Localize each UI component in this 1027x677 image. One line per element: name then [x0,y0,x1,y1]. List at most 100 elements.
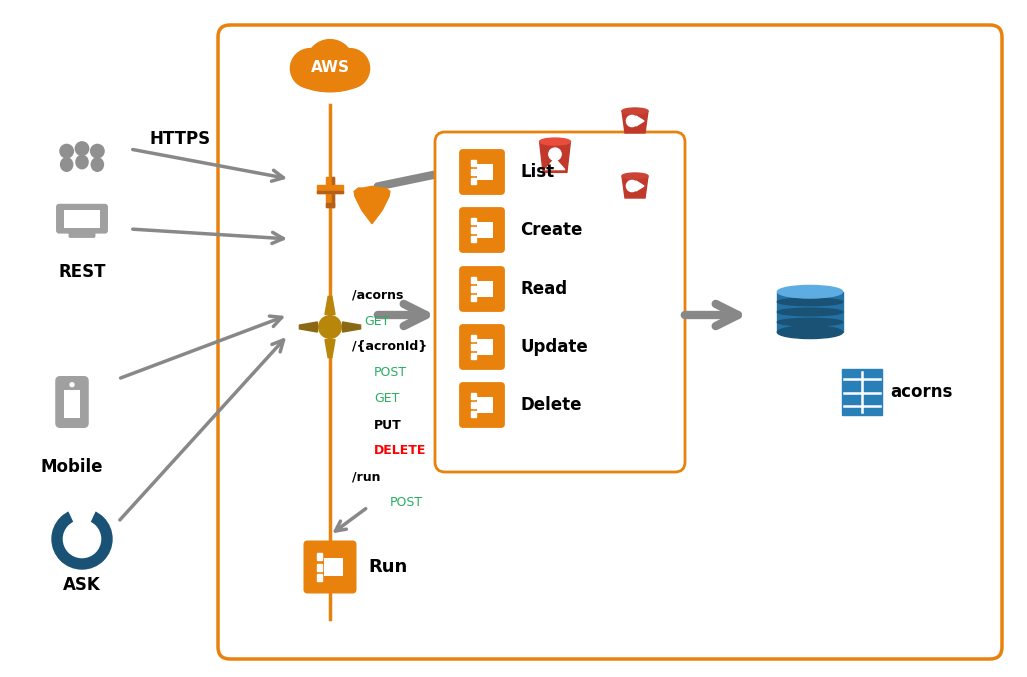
Circle shape [548,148,561,160]
Polygon shape [471,169,476,175]
Circle shape [60,144,73,158]
Text: DELETE: DELETE [374,445,426,458]
FancyBboxPatch shape [304,540,356,594]
Polygon shape [622,176,648,198]
Text: Run: Run [368,558,408,576]
Text: Delete: Delete [520,396,581,414]
Polygon shape [636,181,644,191]
Ellipse shape [76,155,88,169]
FancyBboxPatch shape [316,192,343,194]
Circle shape [70,383,74,387]
Polygon shape [636,116,644,126]
FancyBboxPatch shape [80,230,84,235]
FancyBboxPatch shape [316,185,343,194]
Text: /run: /run [352,471,380,483]
FancyBboxPatch shape [218,25,1002,659]
FancyBboxPatch shape [459,207,505,253]
Ellipse shape [622,173,648,179]
Polygon shape [471,393,476,399]
Text: Update: Update [520,338,587,356]
Text: Read: Read [520,280,567,298]
Text: /{acronId}: /{acronId} [352,341,427,353]
Polygon shape [471,278,476,283]
Text: Mobile: Mobile [41,458,104,476]
Ellipse shape [61,158,73,171]
FancyBboxPatch shape [55,376,88,428]
Polygon shape [471,160,476,166]
FancyBboxPatch shape [459,266,505,312]
FancyBboxPatch shape [478,222,493,238]
Polygon shape [471,178,476,183]
Polygon shape [539,141,570,173]
Polygon shape [317,563,322,571]
FancyBboxPatch shape [435,132,685,472]
FancyBboxPatch shape [64,390,80,418]
Text: HTTPS: HTTPS [150,130,212,148]
FancyBboxPatch shape [478,397,493,413]
Ellipse shape [777,286,842,298]
Text: Create: Create [520,221,582,239]
Circle shape [318,315,341,338]
Ellipse shape [294,60,366,92]
Polygon shape [471,236,476,242]
FancyBboxPatch shape [325,558,343,576]
Polygon shape [471,411,476,417]
FancyBboxPatch shape [64,211,101,227]
Polygon shape [471,286,476,292]
Polygon shape [471,335,476,341]
Text: ASK: ASK [63,576,101,594]
Ellipse shape [539,138,570,145]
Polygon shape [325,340,335,357]
Polygon shape [317,553,322,560]
FancyBboxPatch shape [56,204,108,234]
Polygon shape [545,158,565,170]
FancyBboxPatch shape [478,165,493,179]
Polygon shape [471,218,476,224]
Text: POST: POST [374,366,407,380]
Ellipse shape [777,298,842,305]
Ellipse shape [777,326,842,338]
Circle shape [330,49,370,88]
Circle shape [75,142,88,155]
Circle shape [64,521,101,558]
Text: PUT: PUT [374,418,402,431]
Circle shape [626,115,638,127]
Text: /acorns: /acorns [352,288,404,301]
Ellipse shape [91,158,104,171]
FancyBboxPatch shape [326,177,335,206]
Ellipse shape [777,318,842,326]
Polygon shape [317,574,322,581]
Polygon shape [471,227,476,233]
Polygon shape [354,186,390,223]
FancyBboxPatch shape [478,281,493,297]
Polygon shape [325,297,335,314]
FancyBboxPatch shape [478,339,493,355]
Polygon shape [471,353,476,359]
FancyBboxPatch shape [842,368,882,416]
Text: AWS: AWS [310,60,349,74]
Text: List: List [520,163,555,181]
Ellipse shape [622,108,648,114]
Circle shape [291,49,330,88]
FancyBboxPatch shape [777,292,842,332]
FancyBboxPatch shape [69,233,94,237]
Wedge shape [69,507,96,539]
Circle shape [90,144,104,158]
FancyBboxPatch shape [459,324,505,370]
Polygon shape [471,344,476,350]
Text: REST: REST [59,263,106,281]
Polygon shape [622,111,648,133]
Text: GET: GET [374,393,400,406]
Circle shape [307,39,353,87]
Polygon shape [343,322,360,332]
Circle shape [626,180,638,192]
FancyBboxPatch shape [332,177,335,206]
Text: GET: GET [364,315,389,328]
FancyBboxPatch shape [459,149,505,195]
Ellipse shape [777,308,842,315]
Polygon shape [471,402,476,408]
Polygon shape [369,213,376,218]
FancyBboxPatch shape [551,154,559,160]
Text: acorns: acorns [890,383,952,401]
Polygon shape [300,322,317,332]
